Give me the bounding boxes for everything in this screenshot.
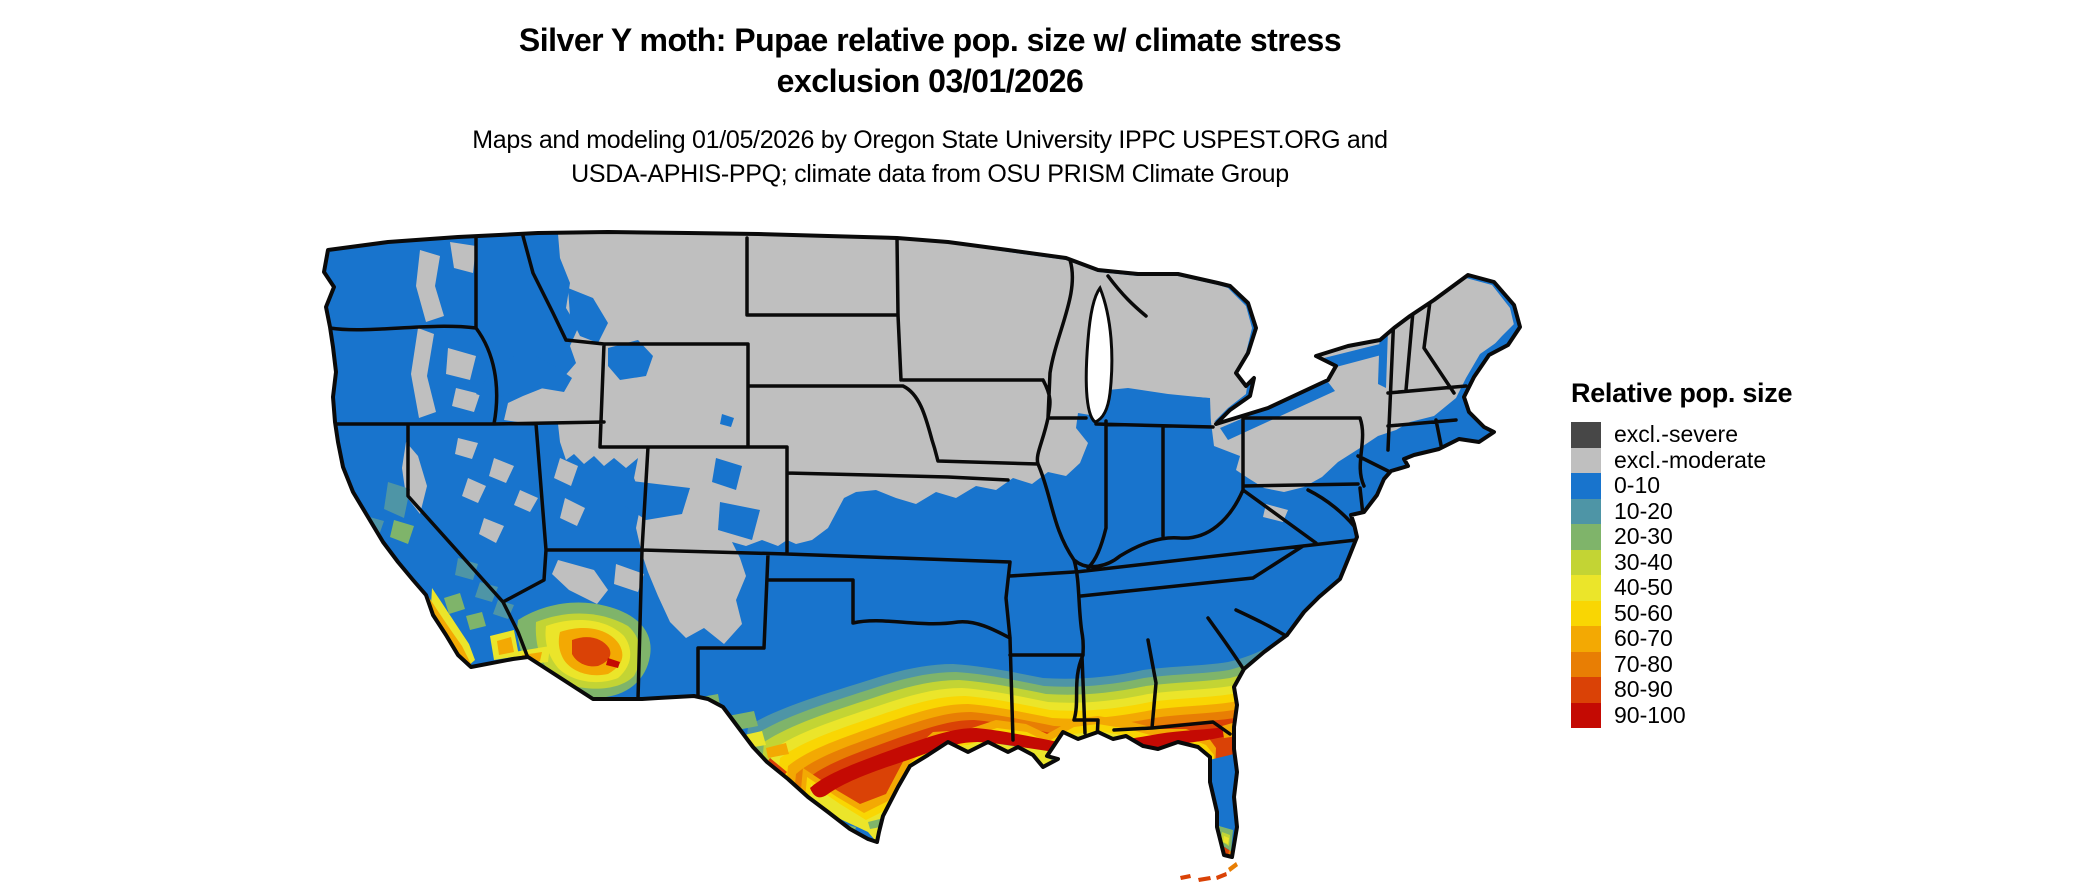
page-subtitle-line1: Maps and modeling 01/05/2026 by Oregon S… bbox=[472, 126, 1388, 154]
legend-swatch bbox=[1571, 600, 1601, 626]
legend-item-label: 20-30 bbox=[1614, 523, 1673, 550]
legend-item: 60-70 bbox=[1571, 626, 1792, 652]
legend-items: excl.-severe excl.-moderate 0-10 10-20 20-30… bbox=[1571, 422, 1792, 728]
legend-item-label: 80-90 bbox=[1614, 676, 1673, 703]
legend-swatch bbox=[1571, 498, 1601, 524]
legend-swatch bbox=[1571, 651, 1601, 677]
legend-item-label: 90-100 bbox=[1614, 701, 1686, 728]
legend-item: 10-20 bbox=[1571, 497, 1792, 524]
state-borders bbox=[328, 234, 1468, 742]
legend-item: 50-60 bbox=[1571, 599, 1792, 626]
legend: Relative pop. size excl.-severe excl.-mod… bbox=[1571, 378, 1792, 728]
legend-item: 90-100 bbox=[1571, 701, 1792, 728]
legend-swatch bbox=[1571, 422, 1601, 448]
florida-keys bbox=[1180, 862, 1238, 882]
title-block: Silver Y moth: Pupae relative pop. size … bbox=[0, 20, 1860, 191]
legend-title: Relative pop. size bbox=[1571, 378, 1793, 408]
legend-item: 70-80 bbox=[1571, 650, 1792, 677]
us-outline bbox=[322, 230, 1522, 859]
legend-item-label: excl.-moderate bbox=[1614, 446, 1767, 473]
legend-item-label: 30-40 bbox=[1614, 548, 1673, 575]
legend-item: excl.-severe bbox=[1571, 422, 1792, 448]
legend-swatch bbox=[1571, 447, 1601, 473]
legend-item: 80-90 bbox=[1571, 677, 1792, 703]
legend-item-label: 0-10 bbox=[1614, 472, 1661, 499]
legend-item: 30-40 bbox=[1571, 548, 1792, 575]
page-title-line1: Silver Y moth: Pupae relative pop. size … bbox=[518, 22, 1342, 58]
legend-swatch bbox=[1571, 702, 1601, 728]
legend-item-label: 40-50 bbox=[1614, 574, 1673, 601]
lake-michigan bbox=[1084, 284, 1114, 424]
legend-item-label: 50-60 bbox=[1614, 599, 1673, 626]
legend-swatch bbox=[1571, 473, 1601, 499]
legend-item: excl.-moderate bbox=[1571, 446, 1792, 473]
legend-item-label: excl.-severe bbox=[1614, 421, 1738, 448]
legend-swatch bbox=[1571, 524, 1601, 550]
legend-swatch bbox=[1571, 549, 1601, 575]
us-map-svg bbox=[322, 230, 1522, 882]
us-risk-map bbox=[308, 228, 1528, 888]
legend-swatch bbox=[1571, 677, 1601, 703]
legend-item-label: 10-20 bbox=[1614, 497, 1673, 524]
legend-swatch bbox=[1571, 626, 1601, 652]
gray-exclusion-region bbox=[402, 233, 1514, 644]
legend-item: 20-30 bbox=[1571, 524, 1792, 550]
page-subtitle-line2: USDA-APHIS-PPQ; climate data from OSU PR… bbox=[571, 160, 1289, 188]
legend-item: 0-10 bbox=[1571, 473, 1792, 499]
legend-item-label: 70-80 bbox=[1614, 650, 1673, 677]
legend-item-label: 60-70 bbox=[1614, 625, 1673, 652]
legend-item: 40-50 bbox=[1571, 575, 1792, 601]
legend-swatch bbox=[1571, 575, 1601, 601]
page-title-line2: exclusion 03/01/2026 bbox=[776, 63, 1084, 99]
